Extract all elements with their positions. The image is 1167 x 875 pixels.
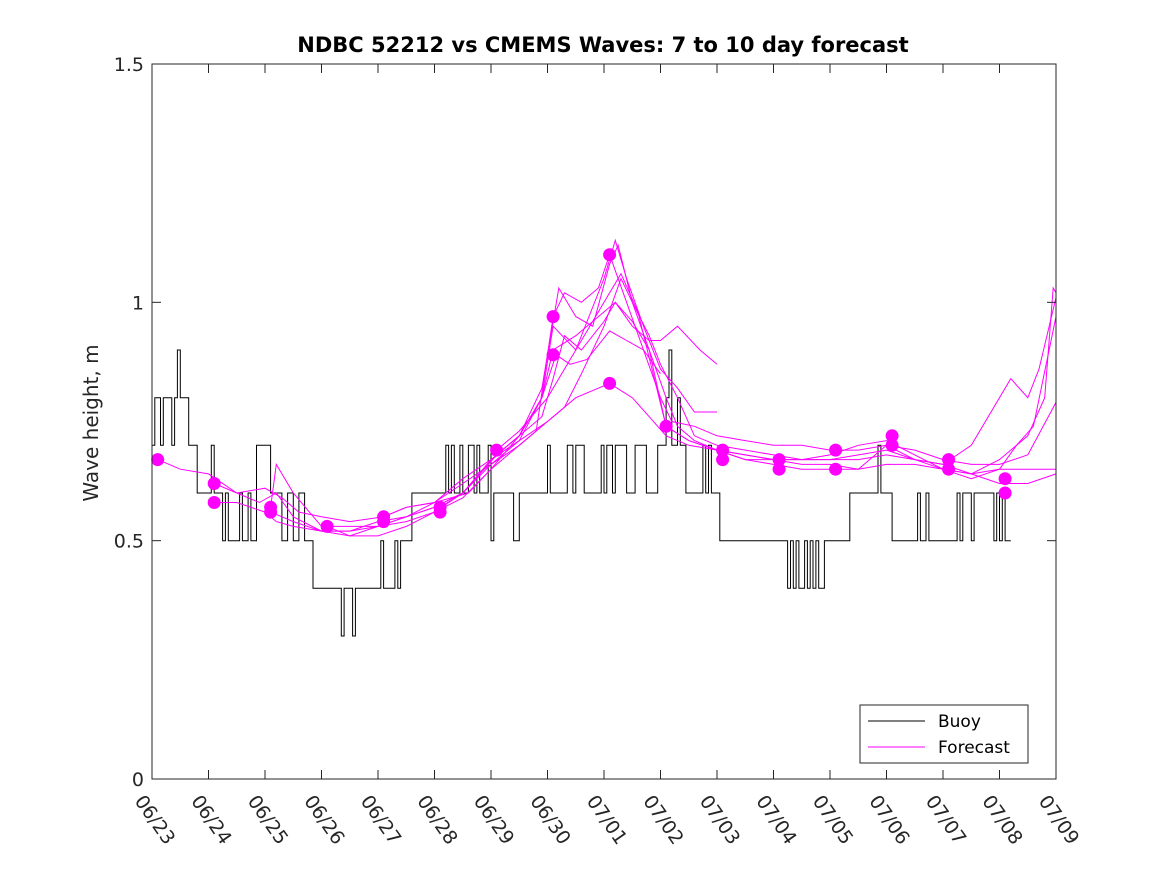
forecast-point-6 bbox=[320, 519, 334, 533]
series-forecast-run-5 bbox=[270, 243, 1057, 532]
forecast-point-19 bbox=[772, 453, 786, 467]
forecast-point-25 bbox=[942, 453, 956, 467]
series-forecast-run-6 bbox=[326, 301, 1056, 537]
forecast-point-1 bbox=[151, 453, 165, 467]
forecast-point-23 bbox=[885, 429, 899, 443]
forecast-point-12 bbox=[546, 310, 560, 324]
forecast-point-8 bbox=[377, 515, 391, 529]
forecast-point-22 bbox=[829, 462, 843, 476]
forecast-point-16 bbox=[659, 419, 673, 433]
legend: Buoy Forecast bbox=[859, 704, 1029, 764]
y-tick-label: 0 bbox=[132, 769, 144, 791]
forecast-point-21 bbox=[829, 443, 843, 457]
y-tick-label: 1.5 bbox=[114, 54, 144, 76]
forecast-point-3 bbox=[207, 496, 221, 509]
forecast-point-27 bbox=[998, 472, 1012, 486]
series-layer bbox=[151, 238, 1057, 637]
forecast-point-13 bbox=[546, 348, 560, 362]
chart-title: NDBC 52212 vs CMEMS Waves: 7 to 10 day f… bbox=[297, 33, 908, 57]
forecast-point-5 bbox=[264, 505, 278, 519]
legend-buoy-label: Buoy bbox=[938, 712, 981, 732]
y-tick-label: 0.5 bbox=[114, 531, 144, 553]
series-forecast-run-4 bbox=[270, 238, 717, 527]
forecast-point-28 bbox=[998, 486, 1012, 500]
legend-forecast-label: Forecast bbox=[938, 738, 1010, 758]
forecast-point-24 bbox=[885, 438, 899, 452]
legend-box bbox=[859, 704, 1029, 764]
forecast-point-15 bbox=[603, 376, 617, 390]
forecast-point-14 bbox=[603, 248, 617, 262]
forecast-point-20 bbox=[772, 462, 786, 476]
forecast-point-26 bbox=[942, 462, 956, 476]
plot-area bbox=[152, 64, 1056, 779]
forecast-point-11 bbox=[490, 443, 504, 457]
forecast-point-2 bbox=[207, 477, 221, 490]
forecast-point-10 bbox=[433, 505, 447, 519]
series-buoy-line bbox=[152, 349, 1011, 637]
forecast-point-17 bbox=[716, 443, 730, 457]
forecast-point-18 bbox=[716, 453, 730, 467]
y-tick-label: 1 bbox=[132, 292, 144, 314]
y-axis-label: Wave height, m bbox=[79, 344, 103, 501]
series-forecast-run-9 bbox=[496, 272, 1057, 475]
